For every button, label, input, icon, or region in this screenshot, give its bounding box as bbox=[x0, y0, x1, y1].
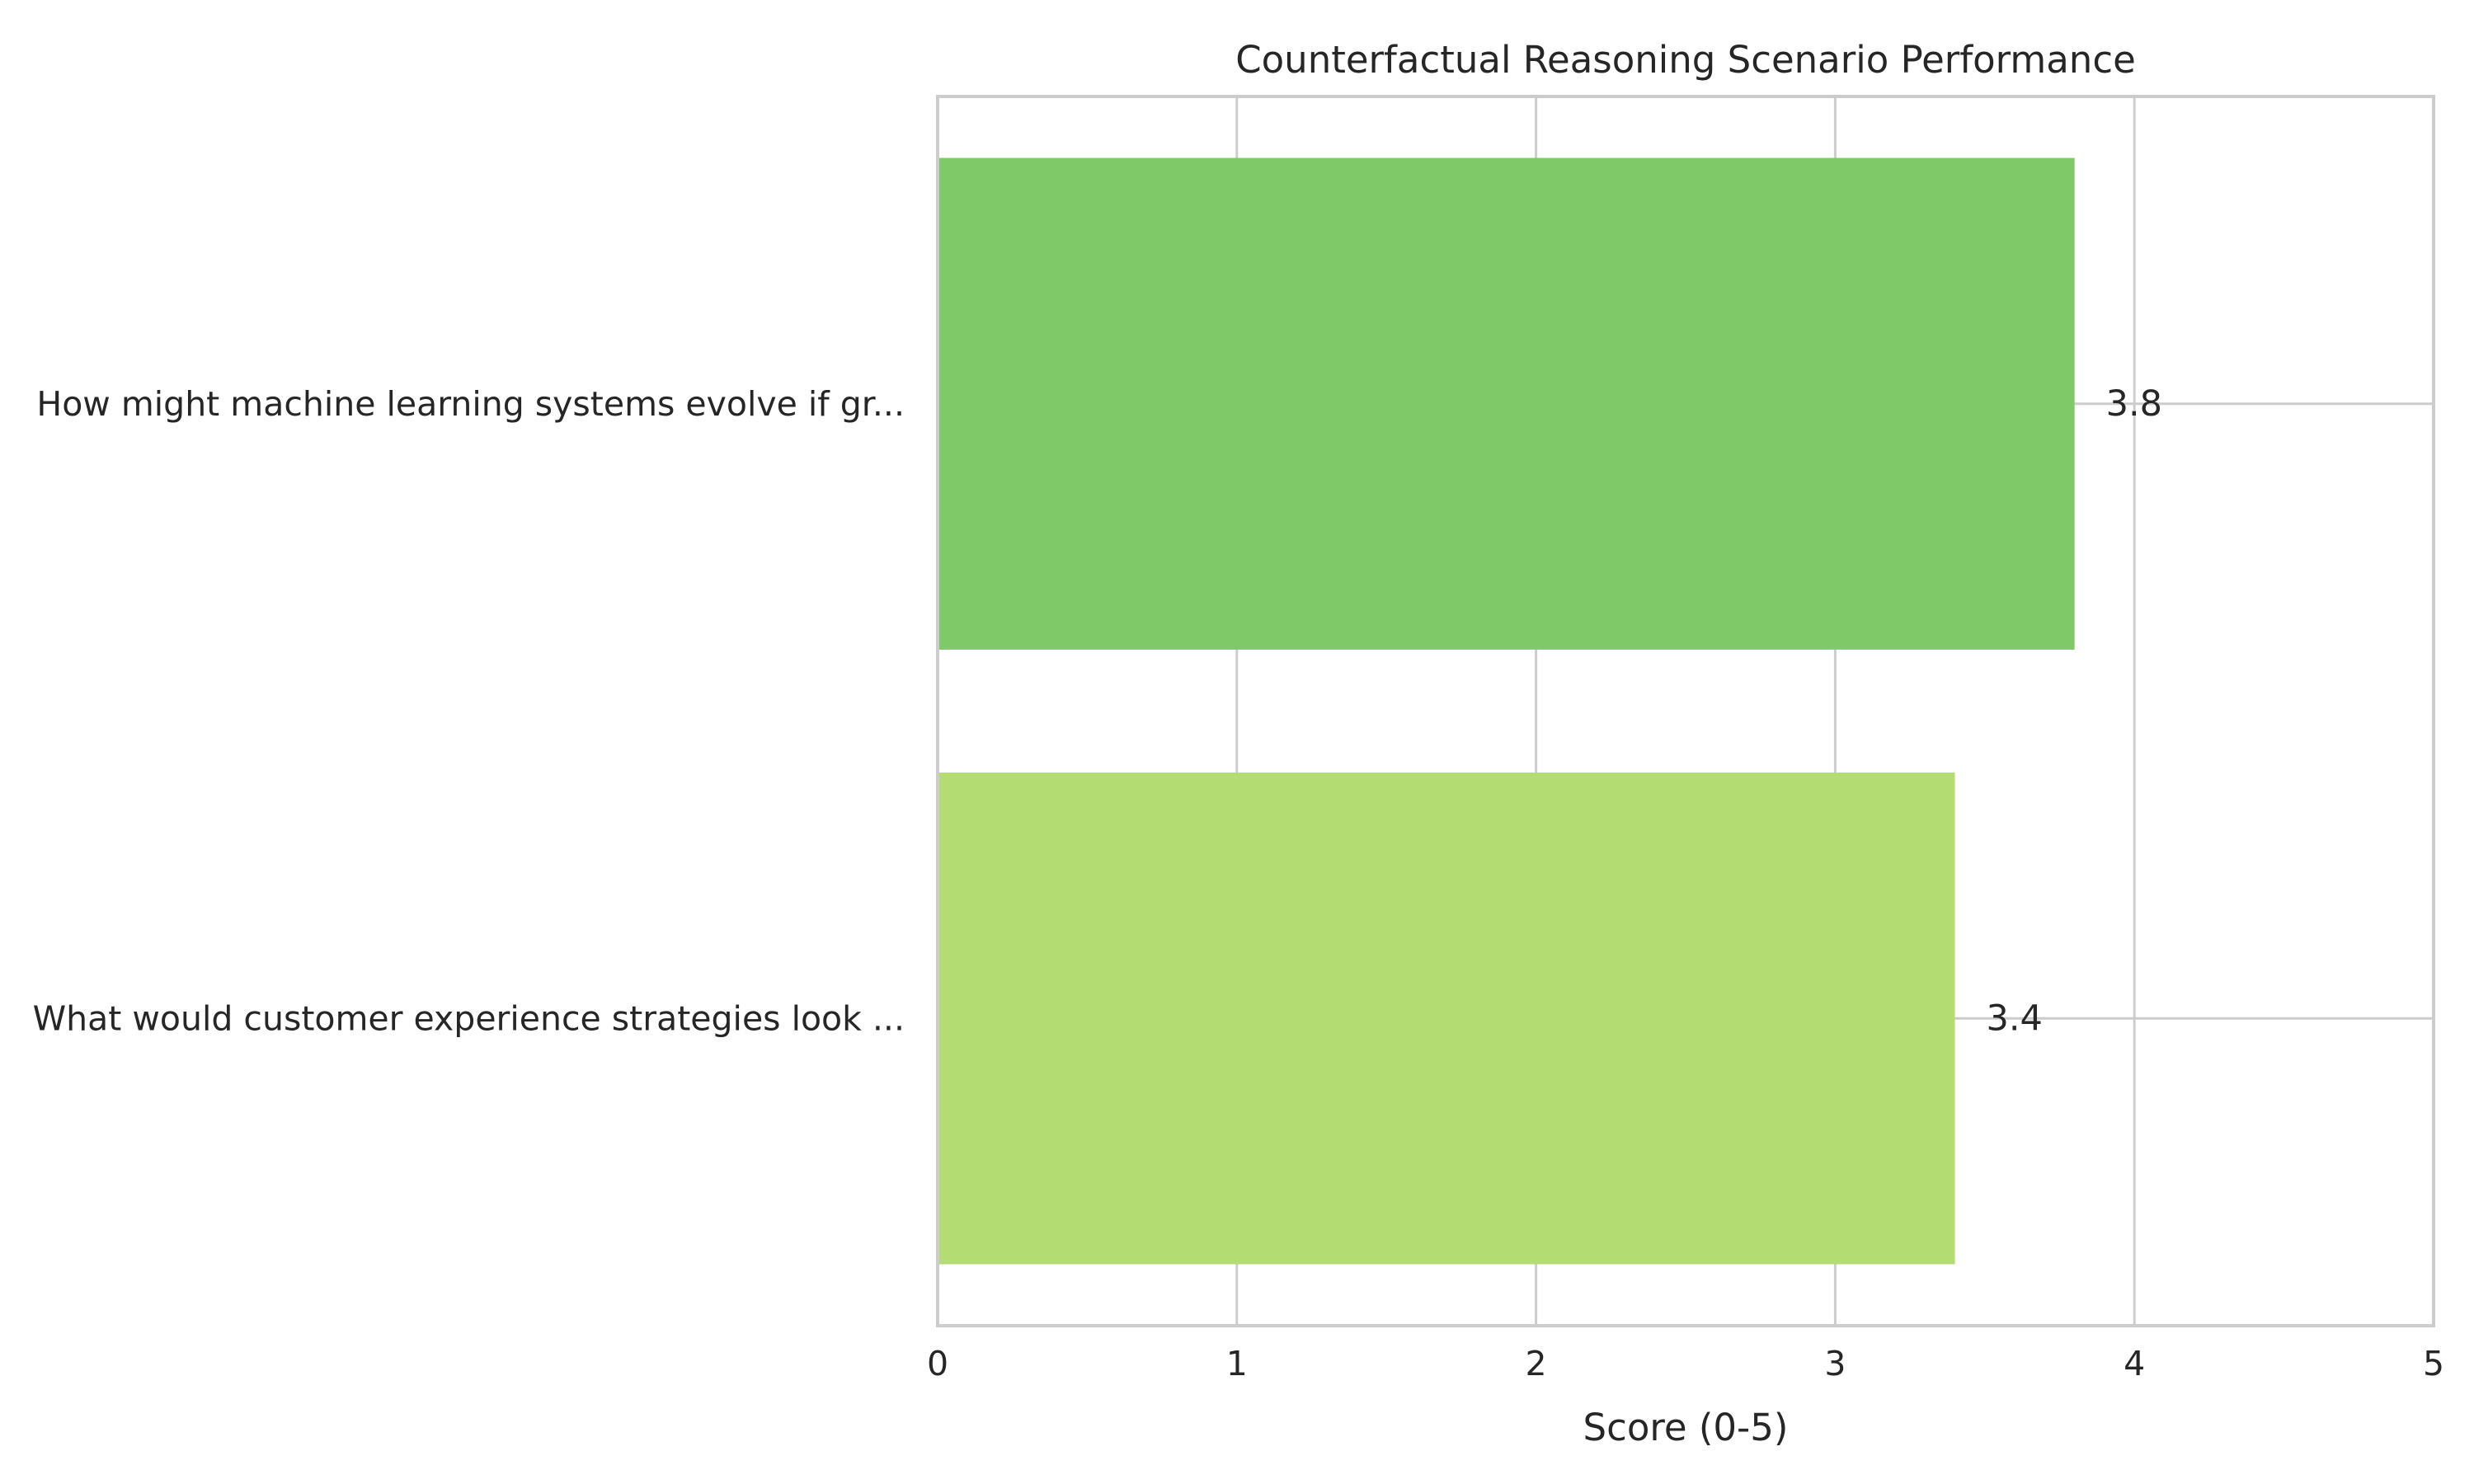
bar bbox=[938, 773, 1955, 1265]
chart-title: Counterfactual Reasoning Scenario Perfor… bbox=[1235, 38, 2136, 82]
x-tick-label: 2 bbox=[1526, 1344, 1547, 1383]
labels: 0 1 2 3 4 5 How might machine learning systems… bbox=[33, 383, 2444, 1383]
bars bbox=[938, 157, 2075, 1265]
value-label: 3.8 bbox=[2106, 383, 2162, 425]
x-tick-label: 1 bbox=[1226, 1344, 1248, 1383]
x-tick-label: 5 bbox=[2423, 1344, 2444, 1383]
category-label: How might machine learning systems evolv… bbox=[36, 384, 905, 424]
x-tick-label: 3 bbox=[1824, 1344, 1846, 1383]
category-label: What would customer experience strategie… bbox=[33, 998, 905, 1038]
x-axis-label: Score (0-5) bbox=[1583, 1406, 1789, 1449]
plot-frame bbox=[936, 95, 2435, 1327]
x-tick-label: 4 bbox=[2124, 1344, 2145, 1383]
x-tick-label: 0 bbox=[927, 1344, 948, 1383]
value-label: 3.4 bbox=[1987, 998, 2043, 1039]
bar bbox=[938, 157, 2075, 650]
